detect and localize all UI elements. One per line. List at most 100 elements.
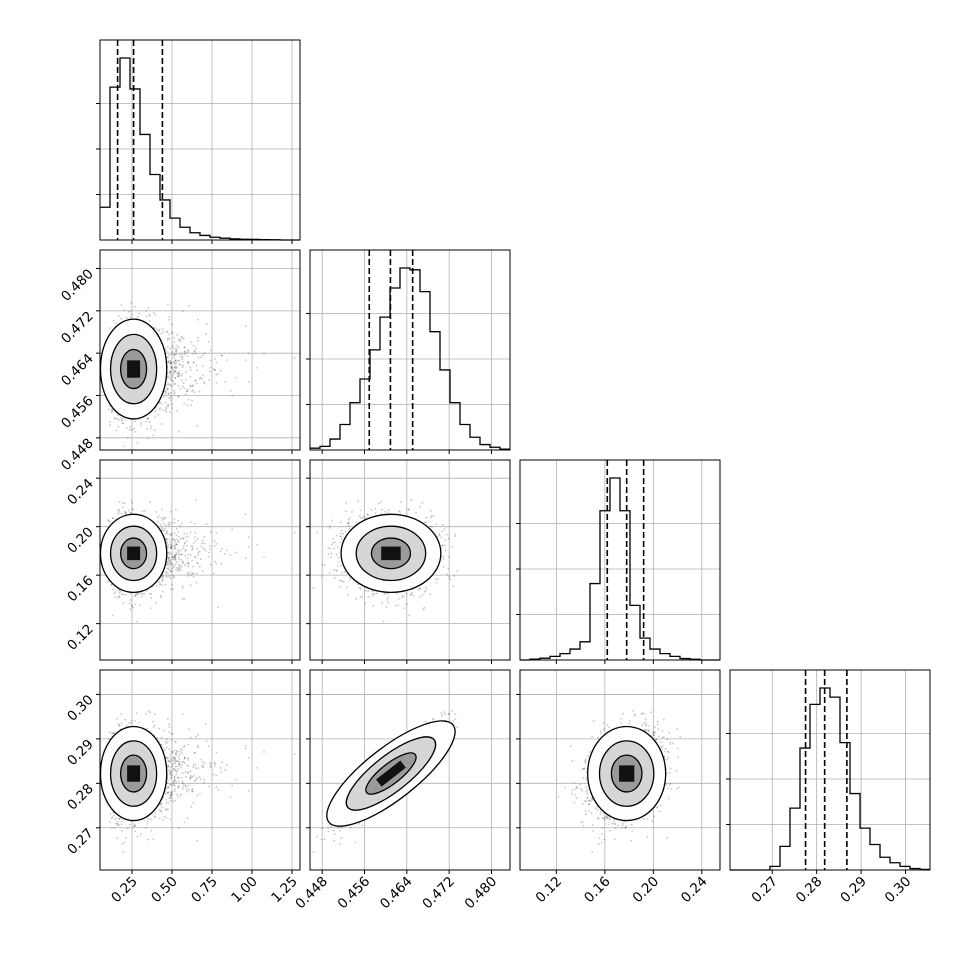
- sample-point: [186, 544, 188, 547]
- sample-point: [178, 566, 181, 568]
- sample-point: [169, 359, 172, 362]
- sample-point: [244, 325, 247, 328]
- sample-point: [196, 369, 199, 372]
- sample-point: [201, 539, 204, 542]
- sample-point: [170, 366, 172, 369]
- sample-point: [140, 422, 143, 424]
- sample-point: [170, 544, 173, 547]
- sample-point: [173, 393, 176, 395]
- scatter-1-0: [100, 301, 296, 448]
- sample-point: [122, 445, 125, 448]
- sample-point: [194, 380, 197, 383]
- sample-point: [126, 436, 129, 439]
- sample-point: [178, 360, 181, 362]
- sample-point: [183, 532, 186, 535]
- sample-point: [173, 341, 176, 343]
- sample-point: [256, 543, 258, 546]
- sample-point: [191, 547, 194, 550]
- sample-point: [175, 350, 177, 352]
- sample-point: [122, 593, 125, 596]
- sample-point: [193, 536, 196, 538]
- sample-point: [152, 312, 155, 314]
- sample-point: [189, 554, 192, 556]
- sample-point: [162, 579, 164, 581]
- sample-point: [164, 527, 167, 530]
- sample-point: [137, 315, 139, 318]
- sample-point: [131, 604, 134, 607]
- sample-point: [189, 571, 192, 573]
- sample-point: [214, 358, 216, 360]
- sample-point: [167, 544, 170, 547]
- sample-point: [121, 419, 123, 422]
- sample-point: [165, 530, 168, 533]
- sample-point: [177, 520, 180, 522]
- sample-point: [214, 545, 216, 547]
- sample-point: [117, 426, 120, 428]
- sample-point: [146, 428, 149, 430]
- sample-point: [209, 349, 212, 352]
- sample-point: [174, 539, 176, 542]
- sample-point: [114, 417, 116, 420]
- sample-point: [197, 356, 200, 359]
- sample-point: [219, 550, 222, 553]
- sample-point: [178, 563, 180, 566]
- sample-point: [181, 587, 184, 590]
- sample-point: [111, 517, 114, 519]
- sample-point: [118, 501, 121, 503]
- sample-point: [180, 553, 183, 556]
- sample-point: [171, 385, 173, 387]
- sample-point: [203, 381, 206, 383]
- sample-point: [169, 371, 171, 374]
- sample-point: [171, 583, 174, 586]
- sample-point: [170, 546, 172, 549]
- sample-point: [166, 387, 169, 390]
- sample-point: [159, 401, 161, 404]
- sample-point: [109, 421, 111, 423]
- sample-point: [162, 576, 165, 579]
- sample-point: [131, 604, 133, 607]
- sample-point: [192, 361, 195, 364]
- sample-point: [169, 376, 172, 379]
- sample-point: [182, 560, 185, 563]
- sample-point: [129, 599, 132, 601]
- sample-point: [173, 556, 175, 559]
- sample-point: [181, 366, 184, 368]
- sample-point: [335, 544, 337, 546]
- sample-point: [157, 521, 159, 523]
- sample-point: [179, 373, 181, 376]
- sample-point: [247, 381, 250, 383]
- sample-point: [196, 547, 199, 550]
- sample-point: [128, 602, 131, 605]
- sample-point: [199, 376, 202, 379]
- sample-point: [168, 337, 171, 340]
- sample-point: [175, 543, 178, 545]
- sample-point: [160, 594, 162, 597]
- sample-point: [169, 361, 172, 364]
- sample-point: [167, 356, 169, 359]
- sample-point: [193, 522, 196, 525]
- sample-point: [189, 384, 192, 387]
- sample-point: [169, 371, 171, 374]
- sample-point: [166, 338, 169, 341]
- sample-point: [174, 555, 176, 558]
- sample-point: [173, 545, 176, 547]
- sample-point: [173, 547, 175, 550]
- sample-point: [186, 571, 189, 574]
- sample-point: [120, 417, 122, 420]
- sample-point: [201, 377, 203, 380]
- sample-point: [180, 379, 183, 382]
- sample-point: [176, 344, 179, 347]
- sample-point: [167, 360, 170, 362]
- sample-point: [256, 366, 258, 369]
- sample-point: [169, 568, 172, 571]
- sample-point: [188, 575, 190, 577]
- sample-point: [190, 341, 193, 343]
- sample-point: [150, 425, 152, 427]
- sample-point: [175, 353, 177, 356]
- sample-point: [166, 567, 169, 570]
- sample-point: [209, 548, 211, 550]
- sample-point: [198, 565, 201, 568]
- sample-point: [190, 545, 193, 548]
- sample-point: [215, 532, 218, 534]
